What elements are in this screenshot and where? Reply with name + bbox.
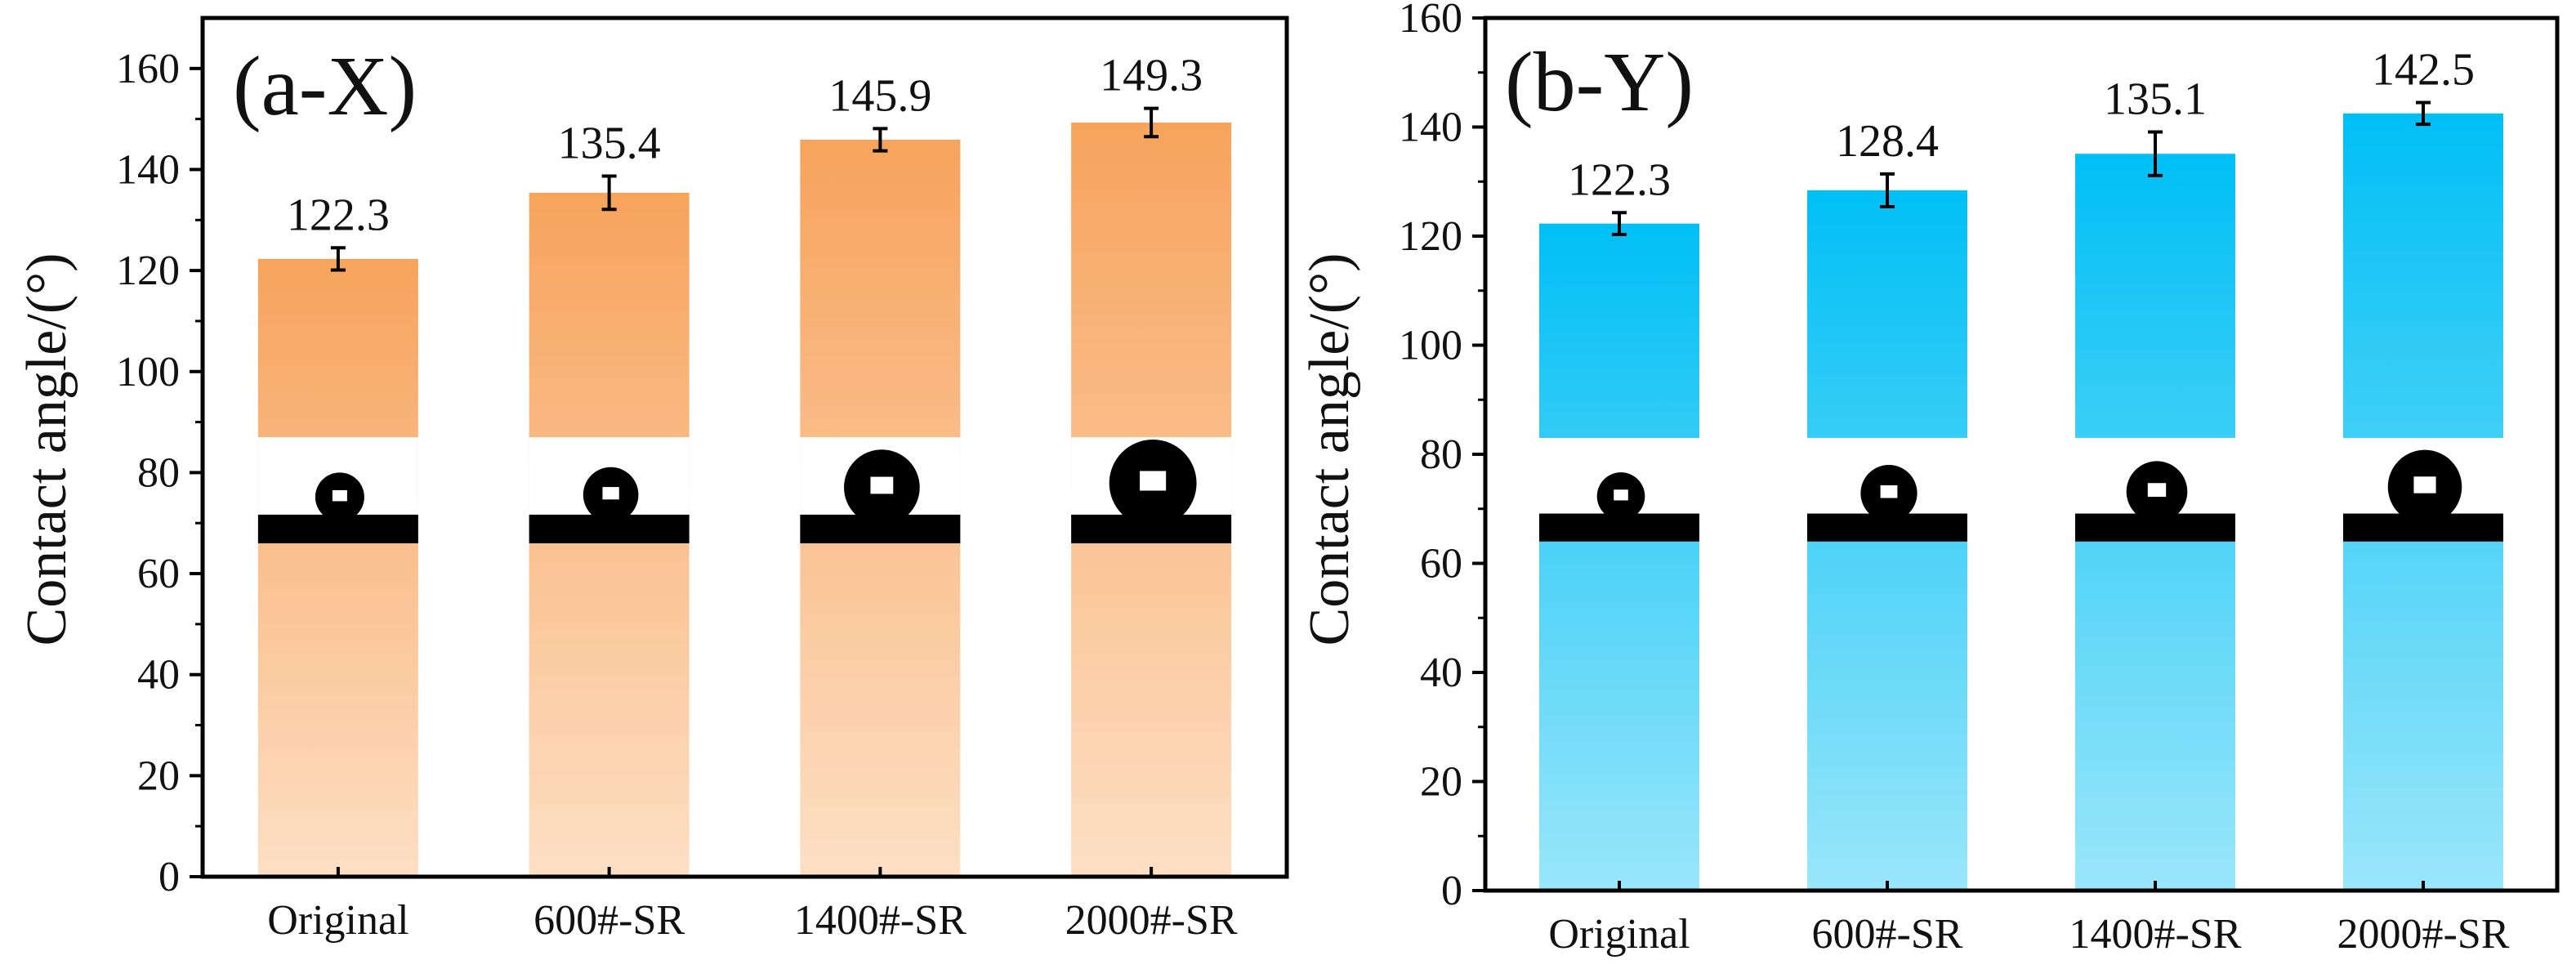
y-tick-label: 160: [1399, 0, 1462, 42]
y-tick-label: 80: [137, 449, 180, 496]
x-tick-label: Original: [267, 897, 408, 944]
panel-label: (a-X): [233, 39, 417, 133]
x-tick-label: 2000#-SR: [2337, 911, 2510, 958]
y-tick-label: 140: [1399, 105, 1462, 151]
y-tick-label: 20: [1420, 759, 1462, 806]
y-tick-label: 0: [1441, 868, 1462, 914]
y-tick-label: 0: [158, 854, 180, 900]
y-tick-label: 40: [137, 652, 180, 699]
y-axis-label: Contact angle/(°): [16, 253, 78, 646]
data-label: 145.9: [828, 70, 931, 121]
y-tick-label: 120: [116, 248, 180, 294]
bar: [1539, 223, 1699, 891]
droplet-highlight: [1880, 485, 1898, 498]
y-tick-label: 80: [1420, 431, 1462, 478]
y-tick-label: 100: [1399, 323, 1462, 369]
data-label: 122.3: [1568, 154, 1671, 205]
y-tick-label: 140: [116, 146, 180, 193]
x-tick-label: 600#-SR: [534, 897, 685, 944]
droplet-highlight: [1140, 471, 1167, 491]
droplet-highlight: [870, 476, 894, 494]
x-tick-label: Original: [1548, 911, 1690, 958]
droplet-highlight: [2413, 476, 2436, 493]
x-tick-label: 600#-SR: [1812, 911, 1963, 958]
x-tick-label: 1400#-SR: [794, 897, 967, 944]
droplet-highlight: [332, 489, 347, 502]
y-tick-label: 40: [1420, 650, 1462, 696]
x-tick-label: 1400#-SR: [2069, 911, 2242, 958]
data-label: 142.5: [2372, 44, 2475, 95]
panel-label: (b-Y): [1505, 35, 1694, 129]
y-tick-label: 60: [137, 551, 180, 597]
plot-frame: [1483, 16, 2560, 893]
data-label: 128.4: [1836, 116, 1939, 167]
x-tick-label: 2000#-SR: [1065, 897, 1238, 944]
y-tick-label: 100: [116, 349, 180, 395]
plot-frame: [200, 16, 1289, 879]
y-axis-label: Contact angle/(°): [1298, 253, 1361, 646]
droplet-highlight: [1614, 489, 1628, 501]
y-tick-label: 120: [1399, 213, 1462, 260]
data-label: 135.4: [558, 118, 661, 169]
droplet-highlight: [602, 487, 619, 500]
data-label: 122.3: [287, 190, 390, 240]
data-label: 149.3: [1100, 51, 1203, 101]
droplet-highlight: [2147, 483, 2167, 498]
y-tick-label: 60: [1420, 541, 1462, 587]
bar: [257, 258, 418, 878]
y-tick-label: 20: [137, 752, 180, 799]
y-tick-label: 160: [116, 46, 180, 92]
data-label: 135.1: [2104, 74, 2207, 125]
